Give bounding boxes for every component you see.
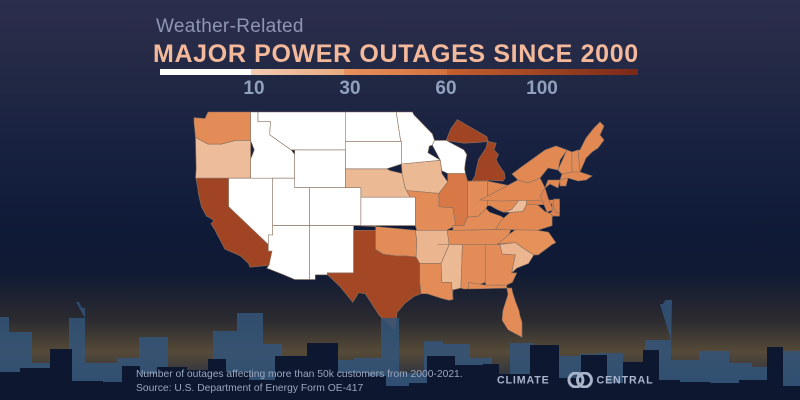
svg-text:CENTRAL: CENTRAL [597,375,654,387]
svg-text:CLIMATE: CLIMATE [497,375,550,387]
